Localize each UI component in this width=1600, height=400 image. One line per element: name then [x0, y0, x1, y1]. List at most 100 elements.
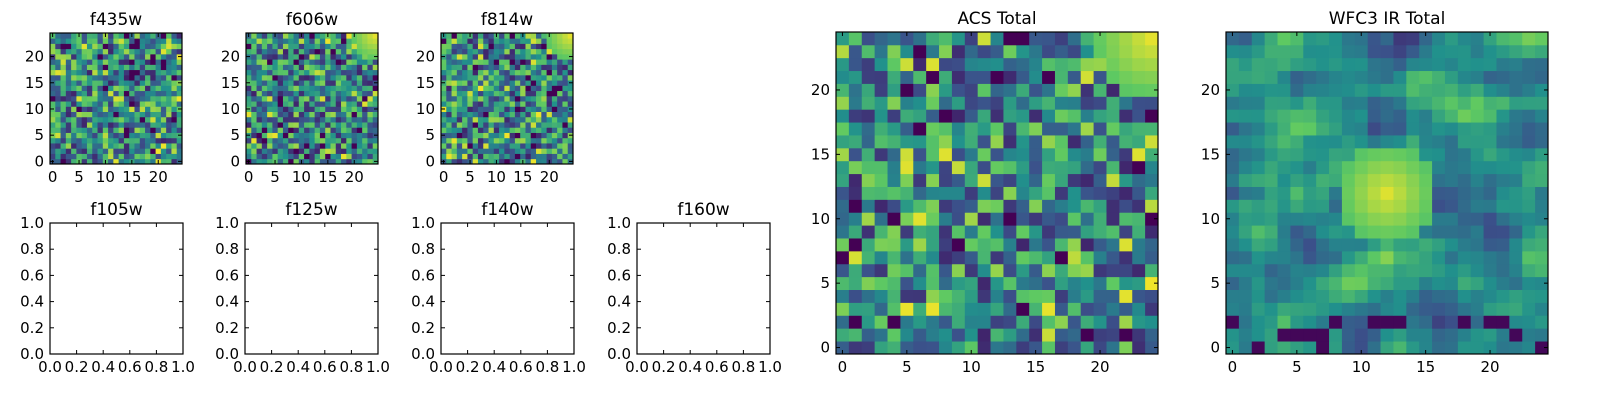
heatmap-cell	[351, 59, 358, 65]
heatmap-cell	[267, 158, 273, 165]
heatmap-cell	[951, 238, 966, 252]
heatmap-cell	[536, 64, 542, 71]
heatmap-cell	[1522, 315, 1536, 329]
y-tick-label: 1.0	[411, 214, 435, 232]
heatmap-cell	[1003, 276, 1017, 290]
heatmap-cell	[567, 85, 574, 92]
heatmap-cell	[261, 59, 268, 65]
heatmap-cell	[451, 85, 458, 92]
heatmap-cell	[1290, 70, 1304, 84]
heatmap-cell	[1496, 199, 1510, 213]
heatmap-cell	[1316, 135, 1330, 149]
y-tick-label: 10	[25, 100, 44, 118]
heatmap-cell	[314, 106, 321, 112]
heatmap-cell	[1054, 32, 1069, 46]
heatmap-cell	[1316, 70, 1330, 84]
heatmap-cell	[451, 158, 458, 165]
heatmap-cell	[1277, 83, 1291, 97]
heatmap-cell	[1067, 44, 1082, 59]
heatmap-cell	[113, 111, 120, 118]
heatmap-cell	[1145, 302, 1159, 316]
heatmap-cell	[81, 90, 88, 97]
heatmap-cell	[1226, 57, 1240, 72]
heatmap-cell	[1380, 199, 1394, 213]
heatmap-cell	[951, 109, 966, 123]
heatmap-cell	[567, 111, 574, 118]
heatmap-cell	[325, 132, 331, 139]
heatmap-cell	[1226, 32, 1240, 46]
heatmap-cell	[325, 64, 331, 71]
x-tick-label: 0.0	[429, 358, 453, 376]
heatmap-cell	[346, 137, 352, 144]
heatmap-cell	[330, 116, 337, 123]
heatmap-cell	[256, 74, 263, 81]
heatmap-cell	[1341, 315, 1356, 329]
heatmap-cell	[990, 70, 1004, 84]
heatmap-cell	[477, 80, 484, 86]
heatmap-cell	[514, 59, 521, 65]
heatmap-cell	[1341, 147, 1356, 162]
heatmap-cell	[1277, 212, 1291, 226]
heatmap-cell	[499, 74, 505, 81]
x-tick-label: 5	[270, 168, 280, 186]
heatmap-cell	[97, 80, 104, 86]
heatmap-cell	[557, 116, 563, 123]
heatmap-cell	[362, 69, 368, 76]
heatmap-cell	[951, 186, 966, 200]
heatmap-cell	[1535, 44, 1549, 59]
heatmap-cells	[246, 33, 379, 165]
heatmap-cell	[977, 32, 991, 46]
heatmap-cell	[86, 101, 93, 107]
heatmap-cell	[372, 148, 379, 154]
heatmap-cell	[964, 225, 979, 239]
heatmap-cell	[964, 57, 979, 72]
heatmap-cell	[293, 43, 300, 50]
heatmap-cell	[1290, 263, 1304, 278]
heatmap-cell	[990, 328, 1004, 342]
axes-frame	[636, 222, 771, 355]
heatmap-cell	[551, 95, 558, 102]
heatmap-cell	[118, 95, 125, 102]
heatmap-cell	[293, 137, 300, 144]
heatmap-cell	[1406, 70, 1420, 84]
heatmap-cell	[76, 143, 83, 149]
heatmap-cell	[330, 80, 337, 86]
heatmap-cell	[71, 116, 77, 123]
heatmap-cell	[488, 43, 495, 50]
heatmap-cell	[887, 173, 901, 187]
heatmap-cell	[1042, 225, 1056, 239]
heatmap-cell	[1093, 44, 1107, 59]
heatmap-cell	[351, 80, 358, 86]
y-tick-label: 20	[1201, 81, 1220, 99]
heatmap-cell	[92, 85, 98, 92]
heatmap-cell	[314, 43, 321, 50]
y-tick-label: 5	[1210, 274, 1220, 292]
heatmap-cell	[309, 95, 316, 102]
heatmap-cell	[504, 143, 511, 149]
heatmap-cell	[874, 263, 888, 278]
heatmap-cell	[477, 48, 484, 55]
heatmap-cell	[277, 59, 284, 65]
heatmap-cell	[1093, 302, 1107, 316]
heatmap-cell	[1290, 186, 1304, 200]
heatmap-cell	[1496, 135, 1510, 149]
heatmap-cells	[441, 33, 574, 165]
heatmap-cell	[1226, 160, 1240, 175]
heatmap-cell	[1106, 147, 1120, 162]
heatmap-cell	[351, 148, 358, 154]
heatmap-cell	[977, 109, 991, 123]
heatmap-cell	[509, 132, 516, 139]
heatmap-cell	[65, 48, 72, 55]
heatmap-cell	[134, 101, 141, 107]
heatmap-cell	[1535, 315, 1549, 329]
heatmap-cell	[277, 137, 284, 144]
heatmap-cell	[525, 43, 532, 50]
heatmap-cell	[1238, 186, 1253, 200]
heatmap-cell	[71, 38, 77, 44]
heatmap-cell	[1393, 250, 1407, 265]
heatmap-cell	[1277, 109, 1291, 123]
heatmap-cell	[514, 158, 521, 165]
heatmap-cell	[525, 53, 532, 60]
heatmap-cell	[964, 32, 979, 46]
heatmap-cell	[520, 127, 526, 133]
